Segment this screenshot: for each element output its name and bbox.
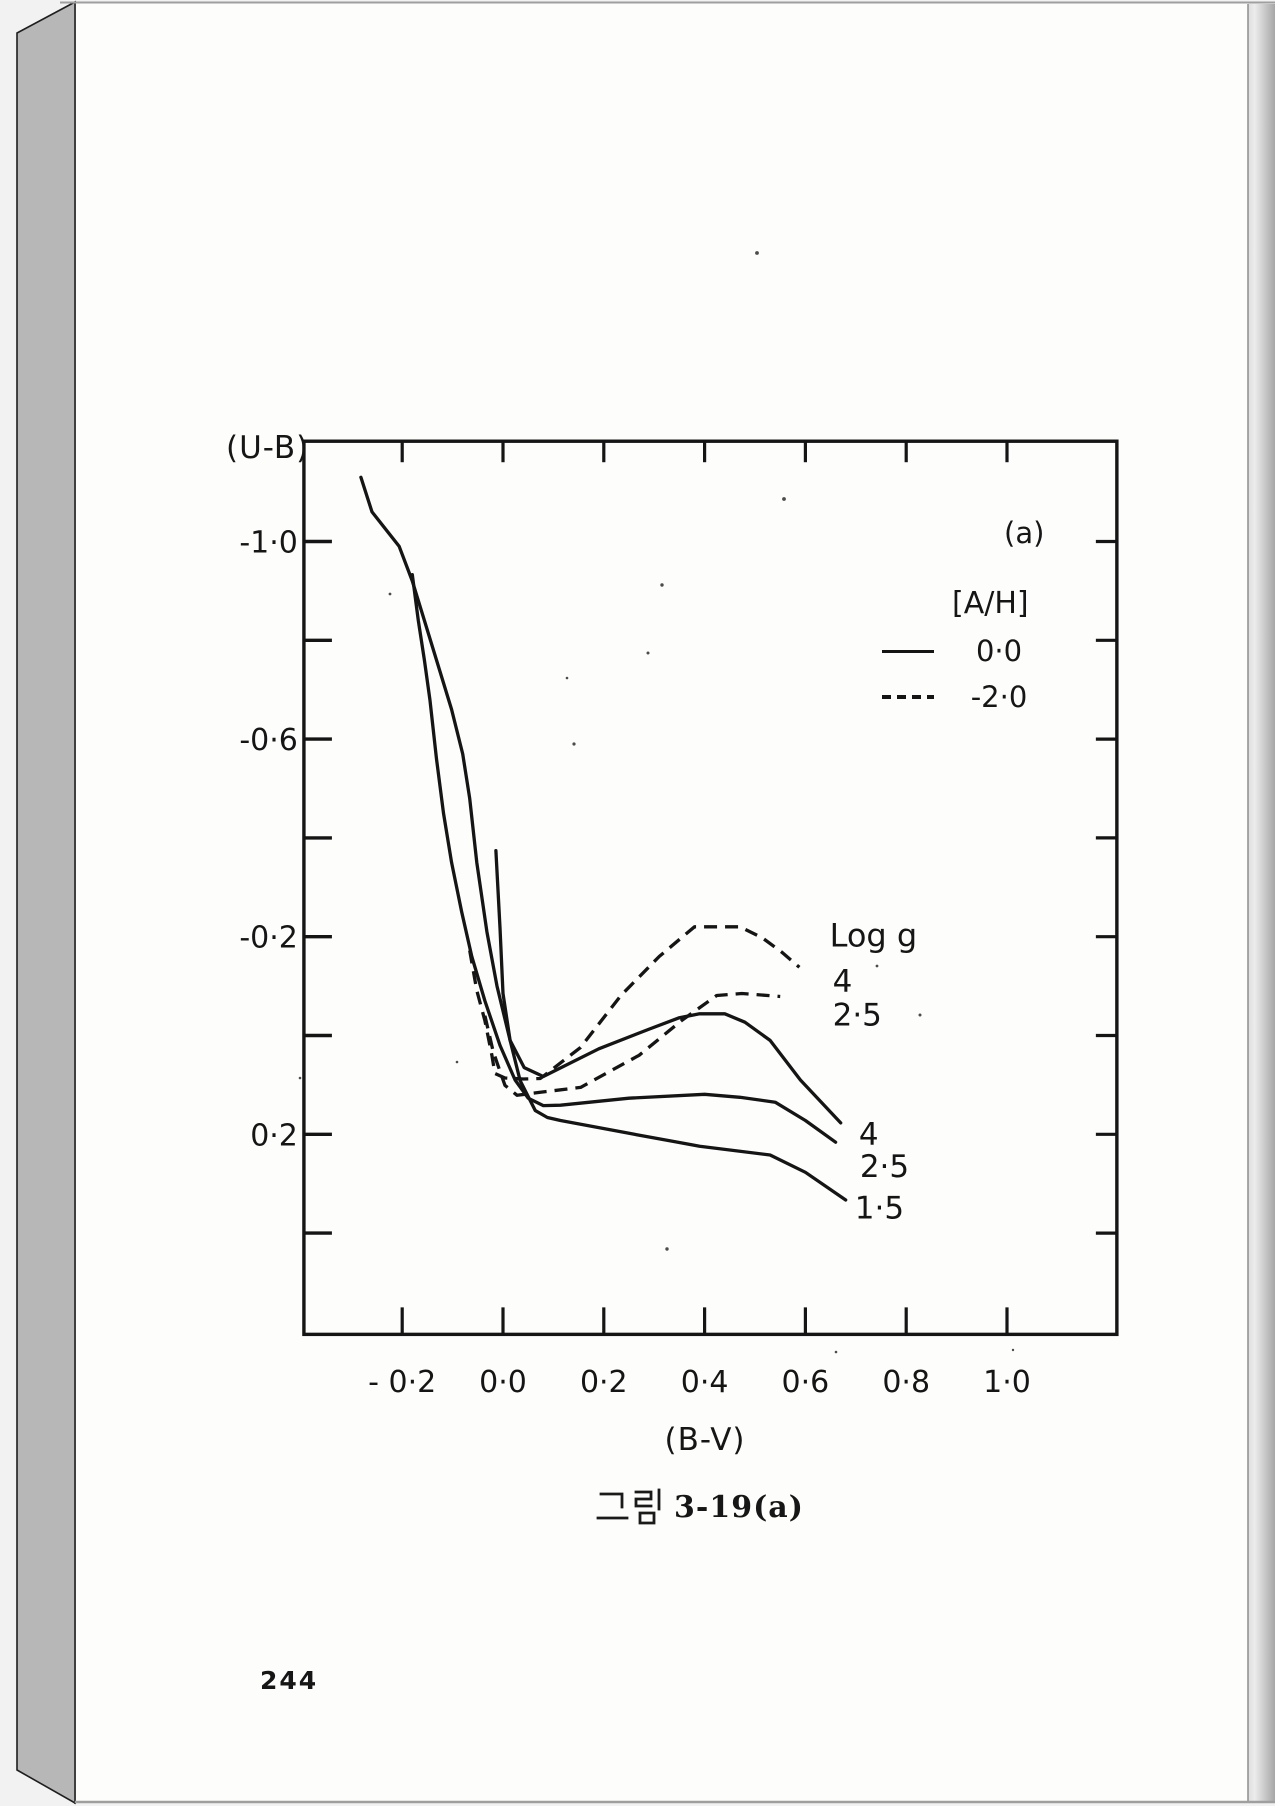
panel-label: (a) (1004, 516, 1045, 550)
legend-row-solid: 0·0 (882, 634, 1082, 668)
curve-label: Log g (830, 917, 918, 955)
y-tick-label: 0·2 (250, 1118, 298, 1153)
legend-row-dashed: -2·0 (882, 680, 1082, 714)
plot-frame (302, 439, 1119, 1337)
series-curve (410, 572, 838, 1144)
scan-noise-dot (388, 592, 392, 596)
y-tick-label: -1·0 (239, 526, 298, 561)
scan-noise-dot (455, 1060, 459, 1064)
y-tick-label: -0·2 (239, 921, 298, 956)
curve-label: 4 (859, 1117, 879, 1153)
series-curve (494, 849, 848, 1202)
scan-noise-dot (665, 1247, 669, 1251)
scan-noise-dot (918, 1013, 922, 1017)
curve-label: 1·5 (855, 1190, 904, 1226)
figure-caption: 3-19(a) (596, 1488, 804, 1526)
hangul-rim-rieul (634, 1490, 653, 1508)
series-curve (483, 991, 781, 1097)
x-tick-label: 0·4 (681, 1365, 729, 1400)
scan-noise-dot (646, 651, 650, 655)
scan-noise-dot (565, 676, 569, 680)
curve-label: 4 (833, 964, 853, 1000)
page-surface (75, 2, 1248, 1803)
x-tick-label: 0·6 (782, 1365, 830, 1400)
x-tick-label: 0·0 (479, 1365, 527, 1400)
legend-dashed-line-sample (882, 695, 934, 699)
legend-solid-value: 0·0 (975, 634, 1023, 668)
figure-caption-number: 3-19(a) (674, 1489, 804, 1525)
series-curve (359, 475, 843, 1125)
x-tick-label: - 0·2 (368, 1365, 436, 1400)
x-tick-label: 0·2 (580, 1365, 628, 1400)
scan-noise-dot (660, 583, 664, 587)
scan-noise-dot (298, 1076, 302, 1080)
curve-label: 2·5 (833, 998, 882, 1034)
y-tick-label: -0·6 (239, 723, 298, 758)
curve-label: 2·5 (860, 1149, 909, 1185)
hangul-geurim-glyphs (596, 1488, 661, 1525)
legend: [A/H] 0·0 -2·0 (882, 586, 1082, 714)
y-axis-title: (U-B) (226, 430, 310, 466)
scan-noise-dot (1011, 1348, 1015, 1352)
x-tick-label: 1·0 (983, 1365, 1031, 1400)
page-number: 244 (260, 1666, 319, 1695)
x-axis-title: (B-V) (664, 1422, 746, 1458)
scan-noise-dot (875, 964, 879, 968)
hangul-rim-mieum (638, 1511, 656, 1525)
legend-solid-line-sample (882, 649, 934, 653)
x-tick-label: 0·8 (882, 1365, 930, 1400)
scan-noise-dot (782, 497, 786, 501)
scan-noise-dot (755, 251, 759, 255)
scan-noise-dot (834, 1350, 838, 1354)
scan-noise-dot (572, 742, 576, 746)
legend-title: [A/H] (952, 586, 1029, 621)
legend-dashed-value: -2·0 (970, 680, 1028, 714)
hangul-geu (599, 1492, 624, 1509)
page-stack-right-edge (1248, 4, 1275, 1802)
